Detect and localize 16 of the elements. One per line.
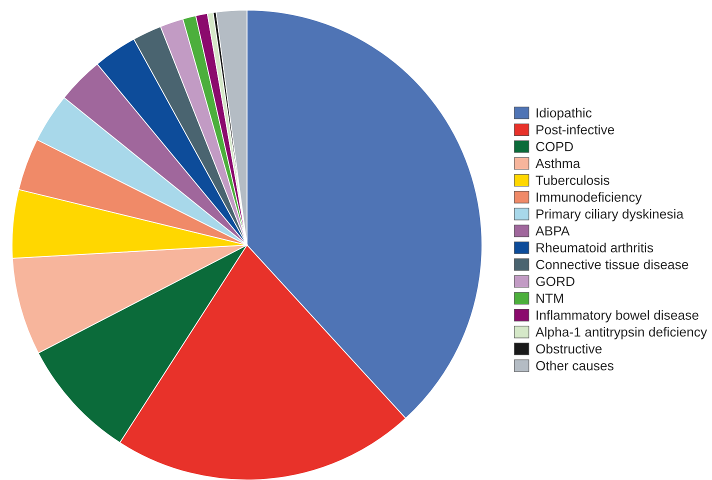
legend-label: Connective tissue disease: [536, 260, 688, 270]
legend-label: Immunodeficiency: [536, 192, 642, 204]
legend-label: Primary ciliary dyskinesia: [536, 208, 684, 222]
legend-label: Inflammatory bowel disease: [536, 310, 698, 322]
legend-label: GORD: [536, 276, 574, 286]
legend-label: Other causes: [536, 360, 614, 370]
legend-label: NTM: [536, 294, 563, 303]
legend-label: Idiopathic: [536, 108, 592, 120]
legend-label: Asthma: [535, 158, 580, 168]
legend-label: Post-infective: [536, 124, 614, 134]
legend-label: COPD: [536, 142, 573, 152]
legend-label: Obstructive: [536, 344, 602, 354]
legend-label: Alpha-1 antitrypsin deficiency: [535, 326, 708, 340]
legend-label: Rheumatoid arthritis: [536, 242, 654, 252]
legend-label: Tuberculosis: [536, 175, 610, 185]
legend-label: ABPA: [535, 226, 570, 236]
